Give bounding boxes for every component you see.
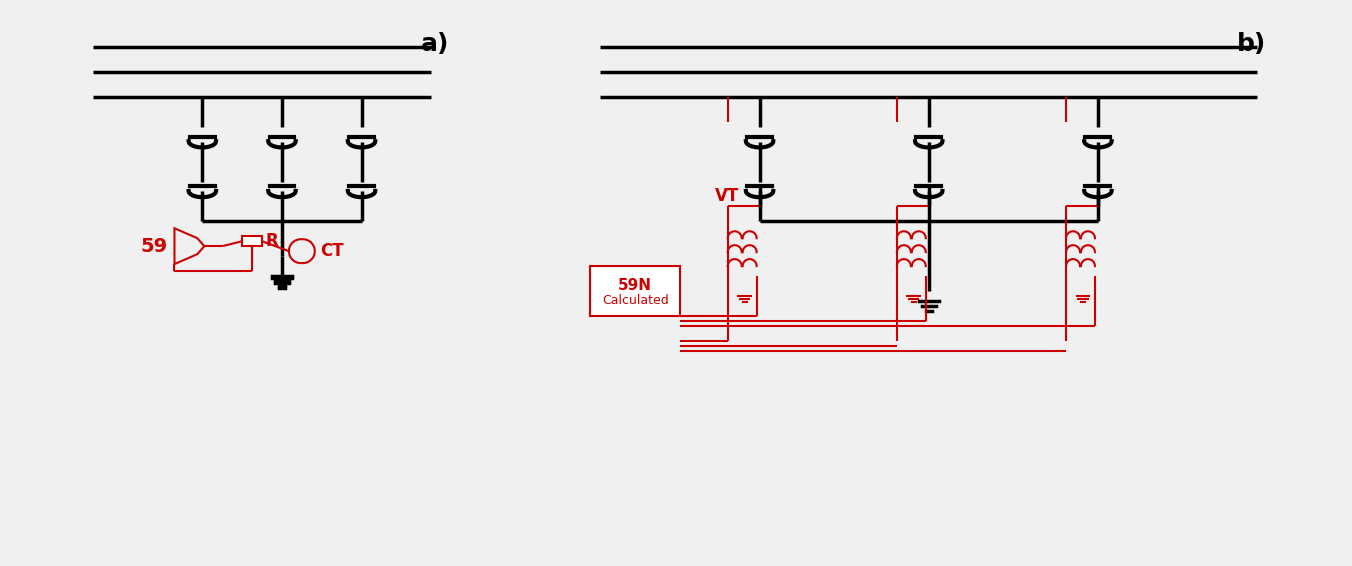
Text: b): b) [1237, 32, 1267, 56]
Bar [242, 236, 262, 246]
Text: VT: VT [715, 187, 740, 205]
Text: R: R [265, 232, 277, 250]
Text: 59N: 59N [618, 278, 652, 294]
Text: Calculated: Calculated [602, 294, 669, 307]
Text: CT: CT [320, 242, 343, 260]
Text: a): a) [422, 32, 450, 56]
Bar [591, 266, 680, 316]
Text: 59: 59 [141, 237, 168, 256]
